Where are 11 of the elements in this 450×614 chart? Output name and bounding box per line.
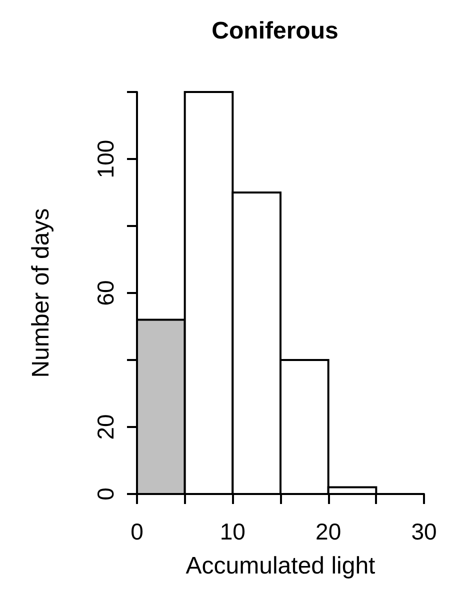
x-axis-title: Accumulated light xyxy=(186,552,376,580)
x-tick-label: 20 xyxy=(316,518,342,544)
y-tick-label: 0 xyxy=(92,488,118,500)
chart-title: Coniferous xyxy=(212,18,338,44)
y-tick-label: 60 xyxy=(92,280,118,306)
y-tick-label: 20 xyxy=(92,414,118,440)
x-tick-label: 0 xyxy=(130,518,144,544)
y-axis-title: Number of days xyxy=(28,208,54,378)
x-tick-label: 10 xyxy=(220,518,246,544)
x-tick-label: 30 xyxy=(411,518,437,544)
y-tick-label: 100 xyxy=(92,140,118,178)
